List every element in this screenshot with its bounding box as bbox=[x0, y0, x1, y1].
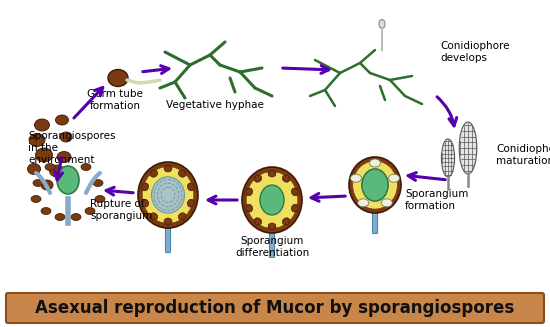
Ellipse shape bbox=[178, 213, 186, 220]
Ellipse shape bbox=[379, 20, 385, 28]
Ellipse shape bbox=[188, 199, 194, 207]
Ellipse shape bbox=[282, 175, 290, 182]
Ellipse shape bbox=[188, 183, 194, 191]
Ellipse shape bbox=[178, 170, 186, 177]
Ellipse shape bbox=[292, 204, 298, 212]
Ellipse shape bbox=[362, 169, 388, 201]
FancyBboxPatch shape bbox=[6, 293, 544, 323]
Ellipse shape bbox=[33, 180, 43, 186]
Text: Conidiophore
maturation: Conidiophore maturation bbox=[496, 144, 550, 166]
Ellipse shape bbox=[370, 159, 381, 167]
Ellipse shape bbox=[28, 164, 41, 175]
Ellipse shape bbox=[71, 214, 81, 220]
Ellipse shape bbox=[29, 133, 45, 146]
Ellipse shape bbox=[442, 139, 455, 177]
Text: Vegetative hyphae: Vegetative hyphae bbox=[166, 100, 264, 110]
Ellipse shape bbox=[55, 214, 65, 220]
Ellipse shape bbox=[164, 165, 172, 172]
Ellipse shape bbox=[35, 119, 50, 131]
Ellipse shape bbox=[41, 180, 53, 190]
Ellipse shape bbox=[292, 188, 298, 196]
Text: Conidiophore
develops: Conidiophore develops bbox=[440, 41, 509, 63]
Ellipse shape bbox=[350, 174, 361, 182]
Ellipse shape bbox=[358, 199, 368, 207]
Ellipse shape bbox=[95, 196, 105, 202]
FancyBboxPatch shape bbox=[166, 228, 170, 252]
Ellipse shape bbox=[142, 183, 148, 191]
FancyBboxPatch shape bbox=[372, 213, 377, 233]
Ellipse shape bbox=[81, 164, 91, 170]
Ellipse shape bbox=[459, 122, 477, 174]
FancyBboxPatch shape bbox=[270, 232, 274, 257]
Ellipse shape bbox=[56, 115, 69, 125]
Ellipse shape bbox=[388, 174, 399, 182]
Ellipse shape bbox=[41, 208, 51, 215]
Text: Rupture of
sporangium: Rupture of sporangium bbox=[90, 199, 152, 221]
Ellipse shape bbox=[282, 218, 290, 225]
Text: Sporangiospores
in the
environment: Sporangiospores in the environment bbox=[28, 131, 116, 164]
Ellipse shape bbox=[246, 188, 252, 196]
Ellipse shape bbox=[45, 164, 55, 170]
Ellipse shape bbox=[268, 170, 276, 177]
Text: Germ tube
formation: Germ tube formation bbox=[87, 89, 143, 111]
Ellipse shape bbox=[36, 148, 52, 162]
Ellipse shape bbox=[85, 208, 95, 215]
Text: Sporangium
formation: Sporangium formation bbox=[405, 189, 469, 211]
Ellipse shape bbox=[242, 167, 302, 233]
Ellipse shape bbox=[50, 165, 64, 177]
Ellipse shape bbox=[164, 218, 172, 225]
Ellipse shape bbox=[31, 196, 41, 202]
Ellipse shape bbox=[246, 172, 298, 228]
Ellipse shape bbox=[381, 199, 392, 207]
Ellipse shape bbox=[142, 199, 148, 207]
Ellipse shape bbox=[150, 213, 158, 220]
Ellipse shape bbox=[260, 185, 284, 215]
Ellipse shape bbox=[254, 218, 262, 225]
Ellipse shape bbox=[60, 132, 72, 142]
Text: Asexual reproduction of Mucor by sporangiospores: Asexual reproduction of Mucor by sporang… bbox=[35, 299, 515, 317]
Ellipse shape bbox=[246, 204, 252, 212]
Ellipse shape bbox=[362, 169, 388, 201]
Ellipse shape bbox=[353, 161, 397, 209]
Ellipse shape bbox=[142, 167, 194, 223]
Ellipse shape bbox=[268, 223, 276, 230]
Text: Sporangium
differentiation: Sporangium differentiation bbox=[235, 236, 309, 258]
Ellipse shape bbox=[57, 151, 71, 163]
Ellipse shape bbox=[150, 170, 158, 177]
Ellipse shape bbox=[138, 162, 198, 228]
Ellipse shape bbox=[151, 177, 184, 213]
Ellipse shape bbox=[349, 157, 401, 213]
Ellipse shape bbox=[108, 70, 128, 87]
Ellipse shape bbox=[93, 180, 103, 186]
Ellipse shape bbox=[254, 175, 262, 182]
Ellipse shape bbox=[57, 166, 79, 194]
